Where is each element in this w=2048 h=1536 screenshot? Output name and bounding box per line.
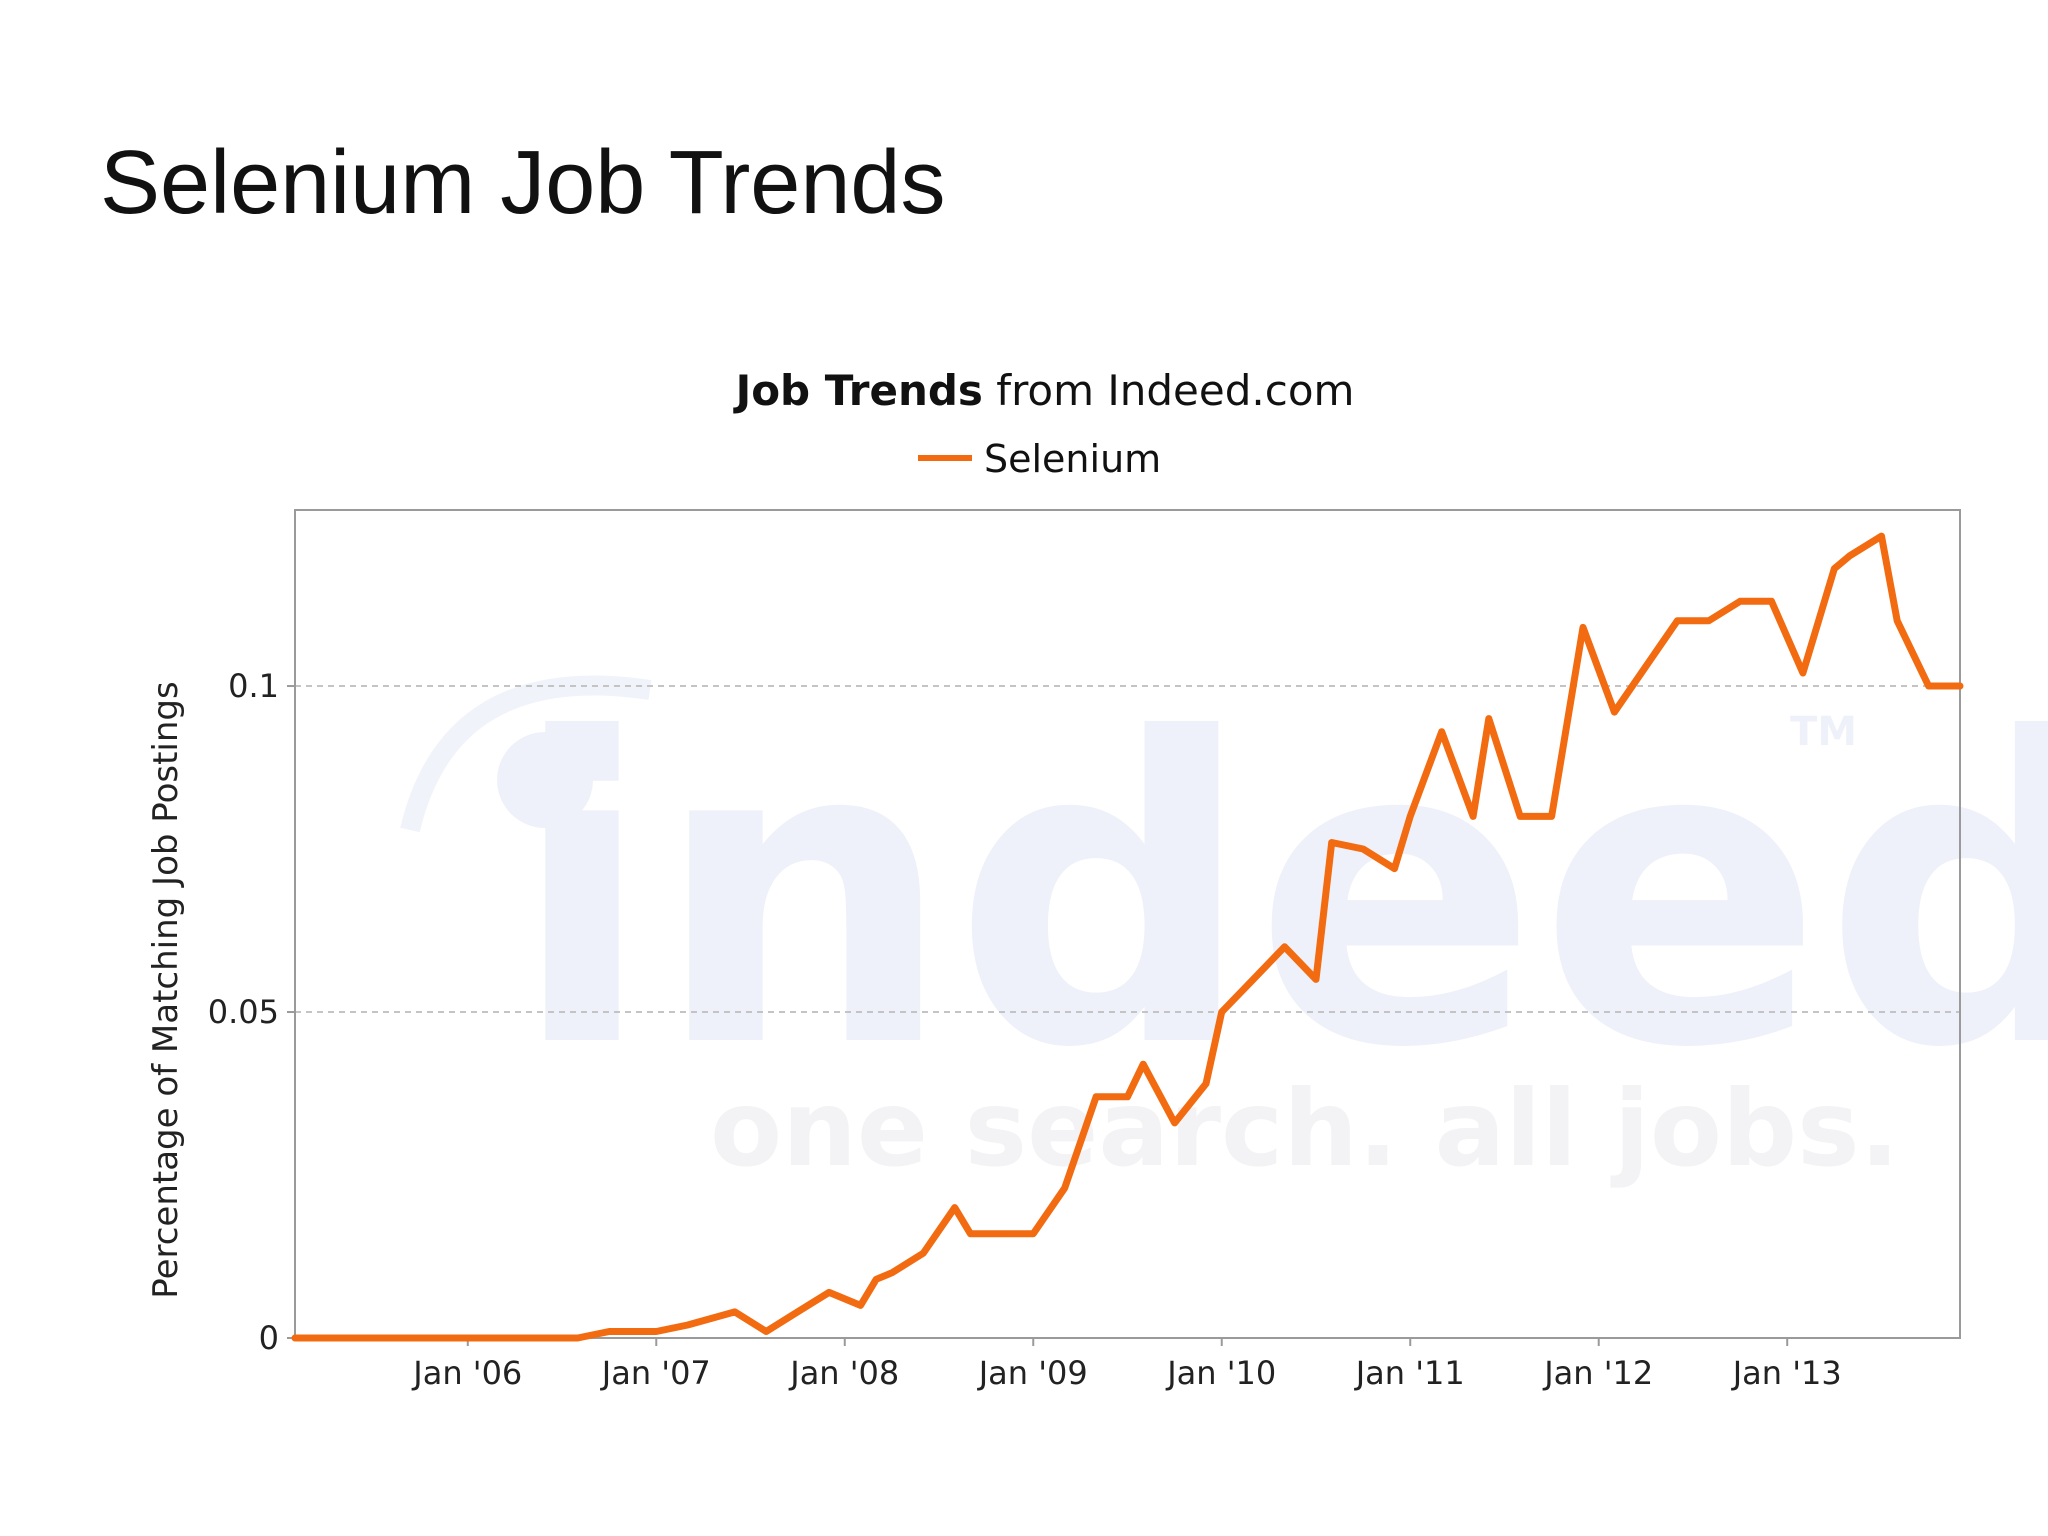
data-point <box>1204 1082 1208 1086</box>
data-point <box>1000 1232 1004 1236</box>
watermark-tm: TM <box>1790 709 1857 755</box>
data-point <box>654 1330 658 1333</box>
data-point <box>607 1330 611 1333</box>
data-point <box>1738 599 1742 603</box>
chart-title-text: Job Trends from Indeed.com <box>733 366 1355 415</box>
data-point <box>293 1336 297 1340</box>
data-point <box>1141 1062 1145 1066</box>
data-point <box>1094 1095 1098 1099</box>
data-point <box>1471 814 1475 818</box>
data-point <box>1644 665 1648 668</box>
y-tick-label: 0 <box>259 1319 279 1357</box>
data-point <box>733 1310 737 1314</box>
data-point <box>796 1310 800 1314</box>
data-point <box>1927 684 1931 688</box>
data-point <box>1440 730 1444 734</box>
x-tick-label: Jan '07 <box>600 1354 711 1392</box>
data-point <box>1408 814 1412 818</box>
x-tick-label: Jan '12 <box>1542 1354 1653 1392</box>
x-tick-label: Jan '09 <box>977 1354 1088 1392</box>
data-point <box>1581 625 1585 629</box>
data-point <box>1126 1095 1129 1099</box>
data-point <box>1393 867 1396 871</box>
legend-label-selenium: Selenium <box>984 437 1161 481</box>
data-point <box>1330 841 1334 844</box>
data-point <box>921 1251 925 1255</box>
data-point <box>1314 977 1318 981</box>
y-tick-label: 0.05 <box>208 993 279 1031</box>
chart-title-bold: Job Trends <box>733 366 983 415</box>
data-point <box>968 1232 972 1236</box>
y-axis-title: Percentage of Matching Job Postings <box>146 681 186 1298</box>
data-point <box>953 1206 957 1210</box>
x-tick-label: Jan '06 <box>411 1354 522 1392</box>
data-point <box>1031 1232 1035 1236</box>
y-tick-label: 0.1 <box>228 667 279 705</box>
data-point <box>1801 671 1805 675</box>
series-layer <box>291 532 1964 1342</box>
slide-title: Selenium Job Trends <box>100 133 946 233</box>
x-tick-label: Jan '11 <box>1354 1354 1465 1392</box>
data-point <box>1063 1186 1067 1190</box>
watermark-arc <box>400 675 652 833</box>
data-point <box>1612 710 1616 714</box>
data-point <box>1832 567 1836 571</box>
x-tick-label: Jan '08 <box>788 1354 899 1392</box>
x-tick-label: Jan '13 <box>1731 1354 1842 1392</box>
data-point <box>1487 717 1491 721</box>
data-point <box>1220 1010 1224 1014</box>
data-point <box>859 1303 862 1307</box>
data-point <box>466 1336 470 1340</box>
data-point <box>764 1330 768 1333</box>
data-point <box>890 1271 894 1275</box>
indeed-watermark: indeed one search. all jobs. TM <box>400 651 2048 1190</box>
legend: Selenium <box>918 437 1161 481</box>
data-point <box>1675 619 1679 623</box>
data-point <box>1895 619 1899 623</box>
watermark-dot <box>497 732 593 828</box>
data-point <box>686 1323 690 1327</box>
data-point <box>1707 619 1711 623</box>
data-point <box>576 1336 580 1340</box>
data-point <box>1518 814 1522 818</box>
data-point <box>1958 684 1962 688</box>
x-axis: Jan '06 Jan '07 Jan '08 Jan '09 Jan '10 Jan '… <box>411 1338 1842 1392</box>
watermark-tagline: one search. all jobs. <box>710 1068 1900 1190</box>
chart-title-rest: from Indeed.com <box>983 366 1355 415</box>
data-point <box>1361 847 1365 851</box>
data-point <box>1251 977 1255 981</box>
chart-title: Job Trends from Indeed.com <box>733 366 1355 415</box>
watermark-logo: indeed <box>510 651 2048 1140</box>
y-axis: 0 0.05 0.1 <box>208 667 295 1357</box>
data-point <box>1550 814 1554 818</box>
data-point <box>1848 554 1852 558</box>
data-point <box>827 1290 831 1294</box>
data-point <box>1770 599 1773 603</box>
data-point <box>1173 1121 1177 1125</box>
gridlines <box>295 685 1960 1014</box>
x-tick-label: Jan '10 <box>1165 1354 1276 1392</box>
data-point <box>1283 945 1287 949</box>
plot-frame <box>294 509 1961 1339</box>
data-point <box>874 1277 878 1281</box>
data-point <box>1880 534 1883 538</box>
